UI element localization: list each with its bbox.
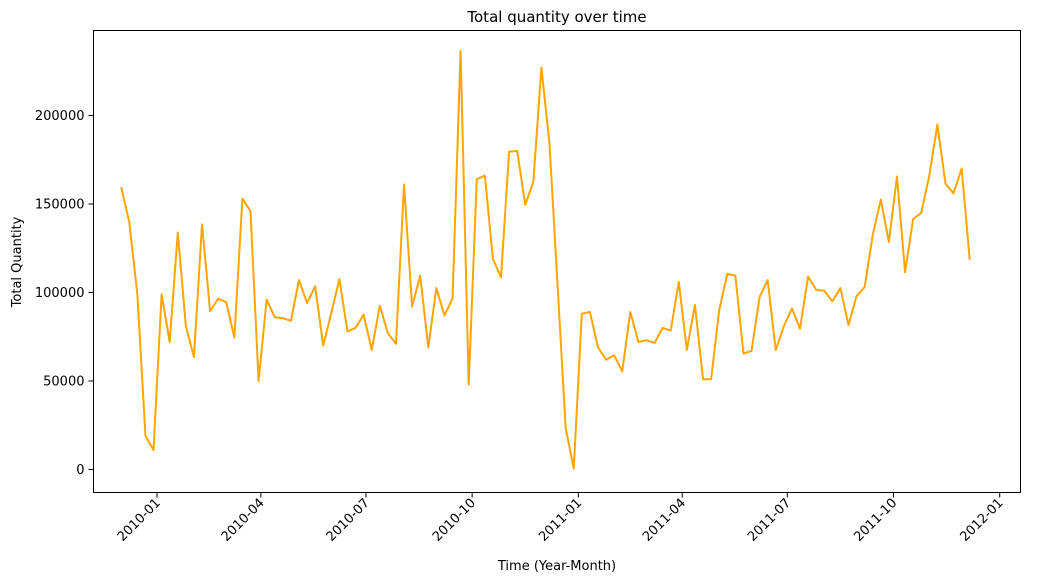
series-line-0 [120, 49, 971, 470]
plot-frame [93, 30, 1021, 493]
y-tick-label: 0 [76, 463, 84, 478]
x-axis-label: Time (Year-Month) [497, 559, 616, 574]
y-tick-label: 100000 [35, 286, 85, 301]
y-axis-label: Total Quantity [10, 216, 25, 308]
chart-title: Total quantity over time [466, 8, 646, 26]
y-tick-label: 150000 [35, 197, 85, 212]
y-tick-label: 50000 [43, 374, 84, 389]
y-axis-ticks: 0 50000 100000 150000 200000 [35, 109, 94, 478]
y-tick-label: 200000 [35, 109, 85, 124]
plot-area [120, 49, 971, 470]
